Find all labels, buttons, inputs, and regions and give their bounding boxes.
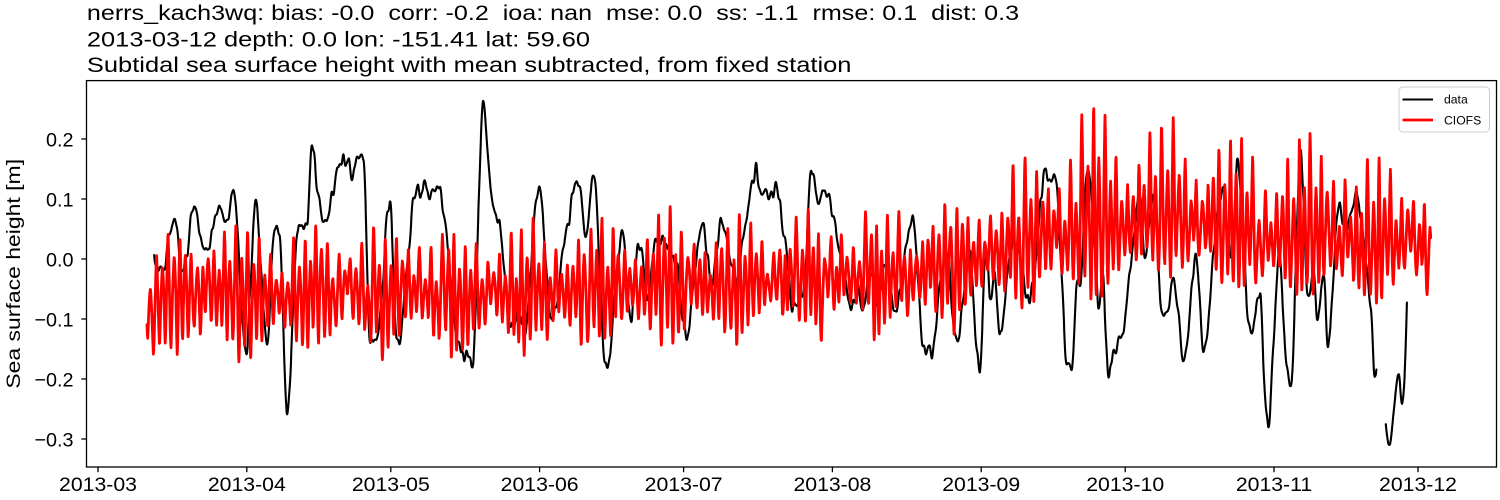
svg-text:0.0: 0.0 — [46, 250, 74, 272]
svg-text:2013-07: 2013-07 — [645, 474, 723, 496]
svg-text:CIOFS: CIOFS — [1444, 113, 1481, 127]
svg-text:2013-06: 2013-06 — [501, 474, 579, 496]
svg-text:2013-12: 2013-12 — [1379, 474, 1457, 496]
svg-text:2013-10: 2013-10 — [1086, 474, 1164, 496]
svg-text:data: data — [1444, 93, 1468, 107]
svg-text:Subtidal sea surface height wi: Subtidal sea surface height with mean su… — [87, 53, 852, 76]
svg-text:2013-03-12 depth: 0.0 lon: -15: 2013-03-12 depth: 0.0 lon: -151.41 lat: … — [87, 28, 590, 51]
svg-text:−0.1: −0.1 — [34, 310, 73, 332]
svg-text:nerrs_kach3wq: bias: -0.0 cor: nerrs_kach3wq: bias: -0.0 corr: -0.2 ioa… — [87, 1, 1019, 24]
svg-text:2013-11: 2013-11 — [1236, 474, 1312, 496]
svg-text:2013-09: 2013-09 — [942, 474, 1020, 496]
svg-text:2013-03: 2013-03 — [59, 474, 137, 496]
svg-text:0.2: 0.2 — [46, 130, 74, 152]
svg-text:−0.3: −0.3 — [34, 430, 73, 452]
svg-text:2013-05: 2013-05 — [352, 474, 430, 496]
svg-text:0.1: 0.1 — [46, 190, 74, 212]
svg-text:−0.2: −0.2 — [34, 370, 73, 392]
svg-text:Sea surface height [m]: Sea surface height [m] — [2, 159, 24, 389]
svg-text:2013-08: 2013-08 — [793, 474, 871, 496]
svg-text:2013-04: 2013-04 — [208, 474, 286, 496]
